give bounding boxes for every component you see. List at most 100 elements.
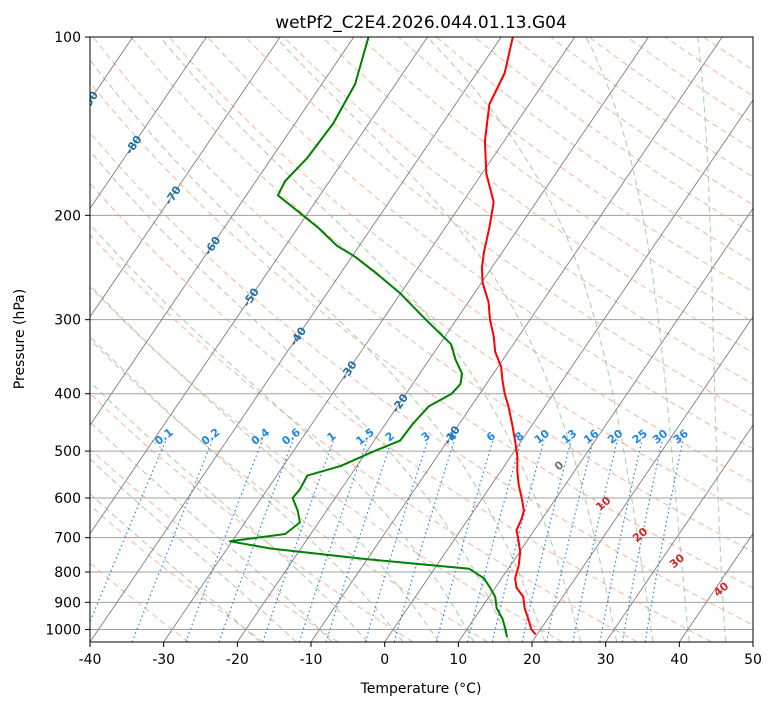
dry-adiabat: [245, 37, 753, 417]
isotherm-line: [90, 37, 207, 210]
moist-adiabat: [90, 380, 369, 642]
moist-adiabat: [585, 37, 690, 642]
x-tick-label: -30: [152, 652, 175, 668]
moist-adiabat: [697, 37, 727, 642]
dry-adiabat: [359, 37, 753, 323]
chart-title: wetPf2_C2E4.2026.044.01.13.G04: [275, 13, 567, 33]
isotherm-line: [90, 37, 355, 427]
mixing-ratio-label: 0.4: [249, 425, 273, 447]
mixing-ratio-label: 1: [325, 429, 339, 444]
mixing-ratio-line: [90, 440, 167, 624]
y-tick-label: 600: [54, 491, 81, 507]
isotherm-line: [163, 37, 576, 642]
moist-adiabat: [90, 284, 439, 642]
mixing-ratio-label: 1.5: [353, 426, 376, 448]
moist-adiabat: [159, 37, 582, 642]
mixing-ratio-line: [599, 440, 643, 642]
y-tick-label: 1000: [45, 622, 81, 638]
dewpoint-profile: [229, 37, 508, 638]
y-tick-label: 100: [54, 30, 81, 46]
moist-adiabat: [90, 493, 261, 642]
mixing-ratio-label: 25: [630, 427, 650, 447]
x-tick-label: -10: [300, 652, 323, 668]
dry-adiabat: [90, 562, 190, 642]
dry-adiabat: [512, 37, 753, 206]
wet-bulb-label: 10: [593, 494, 613, 514]
mixing-ratio-line: [545, 440, 594, 642]
isotherm-label: -30: [338, 358, 360, 382]
moist-adiabat: [275, 37, 618, 642]
mixing-ratio-line: [466, 440, 522, 642]
isotherm-line: [605, 424, 753, 642]
y-tick-label: 800: [54, 565, 81, 581]
isotherm-label: -40: [287, 324, 309, 348]
isotherm-label: -70: [162, 183, 184, 207]
dry-adiabat: [90, 131, 753, 626]
mixing-ratio-label: 13: [559, 427, 579, 447]
isotherm-line: [236, 37, 649, 642]
isotherm-label: -80: [123, 133, 145, 157]
dry-adiabat: [90, 448, 339, 642]
mixing-ratio-line: [521, 440, 572, 642]
mixing-ratio-line: [621, 440, 663, 642]
isotherm-label: -100: [30, 46, 56, 76]
mixing-ratio-line: [131, 440, 213, 642]
x-tick-label: -20: [226, 652, 249, 668]
isotherm-line: [384, 99, 753, 642]
isotherm-line: [0, 37, 59, 642]
plot-frame: [89, 36, 754, 643]
isotherm-line: [752, 641, 753, 642]
isotherm-label: -50: [240, 285, 262, 309]
y-tick-label: 300: [54, 313, 81, 329]
y-tick-label: 900: [54, 595, 81, 611]
wet-bulb-label: 30: [667, 551, 687, 571]
x-tick-label: 40: [670, 652, 688, 668]
moist-adiabat: [90, 335, 404, 642]
dry-adiabat: [321, 37, 753, 354]
dry-adiabat: [90, 81, 753, 589]
isotherm-label: -20: [389, 391, 411, 415]
dry-adiabat: [90, 392, 414, 642]
isotherm-label: -90: [79, 89, 101, 113]
y-axis: 100 200 300 400 500 600 700 800 900 1000: [45, 30, 90, 638]
dry-adiabat: [90, 286, 563, 642]
dry-adiabat: [283, 37, 753, 385]
mixing-ratio-line: [644, 440, 684, 642]
dry-adiabat: [92, 37, 753, 553]
isotherm-line: [90, 37, 502, 642]
y-tick-label: 700: [54, 531, 81, 547]
mixing-ratio-line: [364, 440, 429, 642]
background-lines: [0, 37, 753, 642]
x-axis-label: Temperature (°C): [360, 681, 482, 697]
x-tick-label: 10: [449, 652, 467, 668]
y-axis-label: Pressure (hPa): [12, 289, 28, 389]
isotherm-line: [531, 316, 753, 642]
isotherm-line: [310, 37, 723, 642]
mixing-ratio-line: [262, 440, 334, 642]
x-tick-label: 20: [523, 652, 541, 668]
mixing-ratio-label: 6: [484, 429, 498, 444]
mixing-ratio-label: 0.6: [279, 425, 303, 447]
wet-bulb-label: 20: [630, 525, 650, 545]
mixing-ratio-line: [185, 440, 263, 642]
x-tick-label: 0: [380, 652, 389, 668]
y-tick-label: 400: [54, 387, 81, 403]
mixing-ratio-label: 16: [581, 427, 601, 447]
y-tick-label: 500: [54, 444, 81, 460]
dry-adiabat: [90, 233, 638, 642]
isotherm-line: [457, 207, 753, 642]
mixing-ratio-label: 10: [532, 427, 552, 447]
x-tick-label: -40: [79, 652, 102, 668]
mixing-ratio-label: 30: [650, 427, 670, 447]
x-axis: -40 -30 -20 -10 0 10 20 30 40 50: [79, 642, 762, 668]
moist-adiabat: [90, 223, 475, 642]
mixing-ratio-label: 0.1: [152, 426, 175, 448]
dry-adiabat: [703, 37, 753, 71]
mixing-ratio-line: [218, 440, 294, 642]
mixing-ratio-line: [572, 440, 618, 642]
x-tick-label: 30: [597, 652, 615, 668]
mixing-ratio-label: 36: [671, 427, 691, 447]
moist-adiabat: [90, 458, 297, 642]
isotherm-line: [678, 532, 753, 642]
